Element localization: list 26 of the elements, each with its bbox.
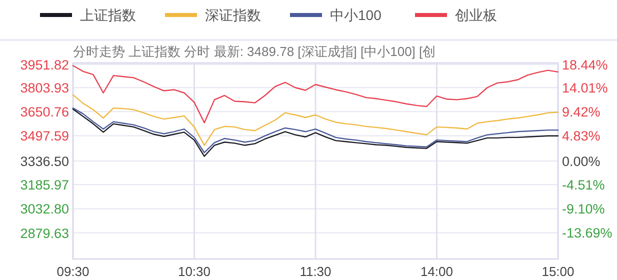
x-tick-label: 14:00 bbox=[420, 264, 454, 279]
y-tick-label: 2879.63 bbox=[20, 226, 69, 241]
legend-label: 上证指数 bbox=[80, 7, 136, 23]
legend-label: 创业板 bbox=[455, 7, 497, 23]
y-tick-label: 3650.76 bbox=[20, 104, 69, 120]
y2-tick-label: -13.69% bbox=[562, 226, 612, 241]
x-tick-label: 11:30 bbox=[300, 264, 332, 279]
chart-title: 分时走势 上证指数 分时 最新: 3489.78 [深证成指] [中小100] [创 bbox=[73, 44, 436, 59]
y2-tick-label: 4.83% bbox=[562, 128, 600, 144]
x-tick-label: 10:30 bbox=[178, 264, 211, 279]
x-tick-label: 15:00 bbox=[542, 264, 574, 279]
y-tick-label: 3803.93 bbox=[20, 80, 69, 96]
y2-tick-label: -9.10% bbox=[562, 202, 605, 217]
y2-tick-label: 0.00% bbox=[562, 154, 600, 169]
y2-tick-label: 18.44% bbox=[562, 57, 608, 72]
y-tick-label: 3951.82 bbox=[20, 57, 69, 72]
legend-label: 中小100 bbox=[330, 7, 382, 23]
x-tick-label: 09:30 bbox=[56, 264, 90, 279]
y-tick-label: 3497.59 bbox=[20, 128, 69, 144]
y-tick-label: 3185.97 bbox=[20, 178, 69, 193]
y-tick-label: 3336.50 bbox=[20, 154, 69, 169]
y2-tick-label: 14.01% bbox=[562, 80, 608, 96]
y2-tick-label: 9.42% bbox=[562, 104, 600, 120]
y2-tick-label: -4.51% bbox=[562, 178, 605, 193]
legend-label: 深证指数 bbox=[205, 7, 261, 23]
y-tick-label: 3032.80 bbox=[20, 202, 69, 217]
